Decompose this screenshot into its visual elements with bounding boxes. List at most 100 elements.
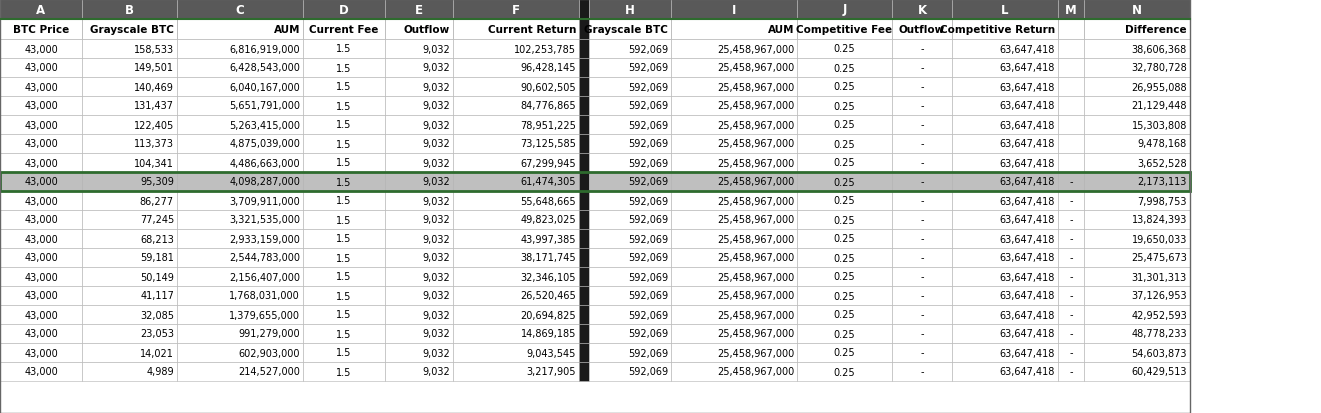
Text: 6,040,167,000: 6,040,167,000	[230, 82, 300, 92]
Text: H: H	[625, 3, 635, 17]
Text: 54,603,873: 54,603,873	[1132, 348, 1188, 358]
Text: 67,299,945: 67,299,945	[520, 158, 576, 168]
Bar	[0, 305, 82, 324]
Bar	[797, 40, 892, 59]
Bar	[177, 248, 303, 267]
Bar	[797, 78, 892, 97]
Bar	[671, 305, 797, 324]
Bar	[952, 59, 1058, 78]
Text: -: -	[921, 101, 923, 111]
Bar	[177, 135, 303, 154]
Bar	[0, 230, 82, 248]
Bar	[1085, 305, 1190, 324]
Text: Outflow: Outflow	[404, 25, 450, 35]
Bar	[579, 116, 589, 135]
Bar	[797, 286, 892, 305]
Bar	[1085, 154, 1190, 173]
Text: 43,000: 43,000	[24, 177, 58, 187]
Bar	[177, 154, 303, 173]
Text: 4,486,663,000: 4,486,663,000	[230, 158, 300, 168]
Text: 104,341: 104,341	[135, 158, 174, 168]
Text: 43,000: 43,000	[24, 367, 58, 377]
Text: 42,952,593: 42,952,593	[1131, 310, 1188, 320]
Bar	[671, 154, 797, 173]
Bar	[589, 59, 671, 78]
Text: 43,000: 43,000	[24, 120, 58, 130]
Bar	[892, 78, 952, 97]
Bar	[579, 305, 589, 324]
Bar	[579, 211, 589, 230]
Text: -: -	[921, 310, 923, 320]
Text: 3,217,905: 3,217,905	[527, 367, 576, 377]
Text: 95,309: 95,309	[140, 177, 174, 187]
Bar	[82, 230, 177, 248]
Bar	[671, 97, 797, 116]
Text: 43,000: 43,000	[24, 44, 58, 55]
Text: -: -	[1069, 253, 1073, 263]
Text: 25,458,967,000: 25,458,967,000	[717, 82, 794, 92]
Bar	[384, 154, 453, 173]
Text: -: -	[921, 139, 923, 149]
Text: -: -	[1069, 310, 1073, 320]
Bar	[579, 324, 589, 343]
Text: 25,458,967,000: 25,458,967,000	[717, 234, 794, 244]
Text: I: I	[732, 3, 736, 17]
Bar	[303, 154, 384, 173]
Text: 592,069: 592,069	[627, 177, 668, 187]
Text: 1.5: 1.5	[337, 101, 351, 111]
Text: 158,533: 158,533	[133, 44, 174, 55]
Bar	[384, 248, 453, 267]
Text: 63,647,418: 63,647,418	[1000, 63, 1055, 74]
Text: 25,458,967,000: 25,458,967,000	[717, 367, 794, 377]
Bar	[384, 324, 453, 343]
Text: 63,647,418: 63,647,418	[1000, 82, 1055, 92]
Bar	[589, 230, 671, 248]
Text: 0.25: 0.25	[834, 101, 855, 111]
Text: BTC Price: BTC Price	[13, 25, 69, 35]
Text: 592,069: 592,069	[627, 329, 668, 339]
Text: 1.5: 1.5	[337, 253, 351, 263]
Bar	[589, 78, 671, 97]
Text: 60,429,513: 60,429,513	[1132, 367, 1188, 377]
Text: 0.25: 0.25	[834, 120, 855, 130]
Text: 0.25: 0.25	[834, 348, 855, 358]
Text: 25,458,967,000: 25,458,967,000	[717, 329, 794, 339]
Text: 25,458,967,000: 25,458,967,000	[717, 139, 794, 149]
Bar	[671, 135, 797, 154]
Text: 25,458,967,000: 25,458,967,000	[717, 310, 794, 320]
Text: 41,117: 41,117	[140, 291, 174, 301]
Bar	[1085, 343, 1190, 362]
Text: 63,647,418: 63,647,418	[1000, 44, 1055, 55]
Text: 6,428,543,000: 6,428,543,000	[229, 63, 300, 74]
Text: F: F	[513, 3, 520, 17]
Text: 13,824,393: 13,824,393	[1132, 215, 1188, 225]
Bar	[177, 97, 303, 116]
Bar	[0, 154, 82, 173]
Text: 25,458,967,000: 25,458,967,000	[717, 177, 794, 187]
Text: 0.25: 0.25	[834, 215, 855, 225]
Bar	[589, 343, 671, 362]
Bar	[1058, 97, 1085, 116]
Text: 25,458,967,000: 25,458,967,000	[717, 272, 794, 282]
Text: 592,069: 592,069	[627, 158, 668, 168]
Bar	[1085, 20, 1190, 40]
Bar	[384, 267, 453, 286]
Bar	[797, 230, 892, 248]
Bar	[671, 0, 797, 20]
Bar	[589, 20, 671, 40]
Bar	[589, 173, 671, 192]
Text: 592,069: 592,069	[627, 101, 668, 111]
Bar	[177, 173, 303, 192]
Text: -: -	[921, 177, 923, 187]
Bar	[303, 286, 384, 305]
Text: 63,647,418: 63,647,418	[1000, 177, 1055, 187]
Text: 9,032: 9,032	[423, 348, 450, 358]
Bar	[952, 97, 1058, 116]
Text: 2,173,113: 2,173,113	[1137, 177, 1188, 187]
Text: 0.25: 0.25	[834, 234, 855, 244]
Text: -: -	[921, 215, 923, 225]
Text: 592,069: 592,069	[627, 63, 668, 74]
Text: 9,032: 9,032	[423, 291, 450, 301]
Text: 592,069: 592,069	[627, 196, 668, 206]
Text: D: D	[339, 3, 349, 17]
